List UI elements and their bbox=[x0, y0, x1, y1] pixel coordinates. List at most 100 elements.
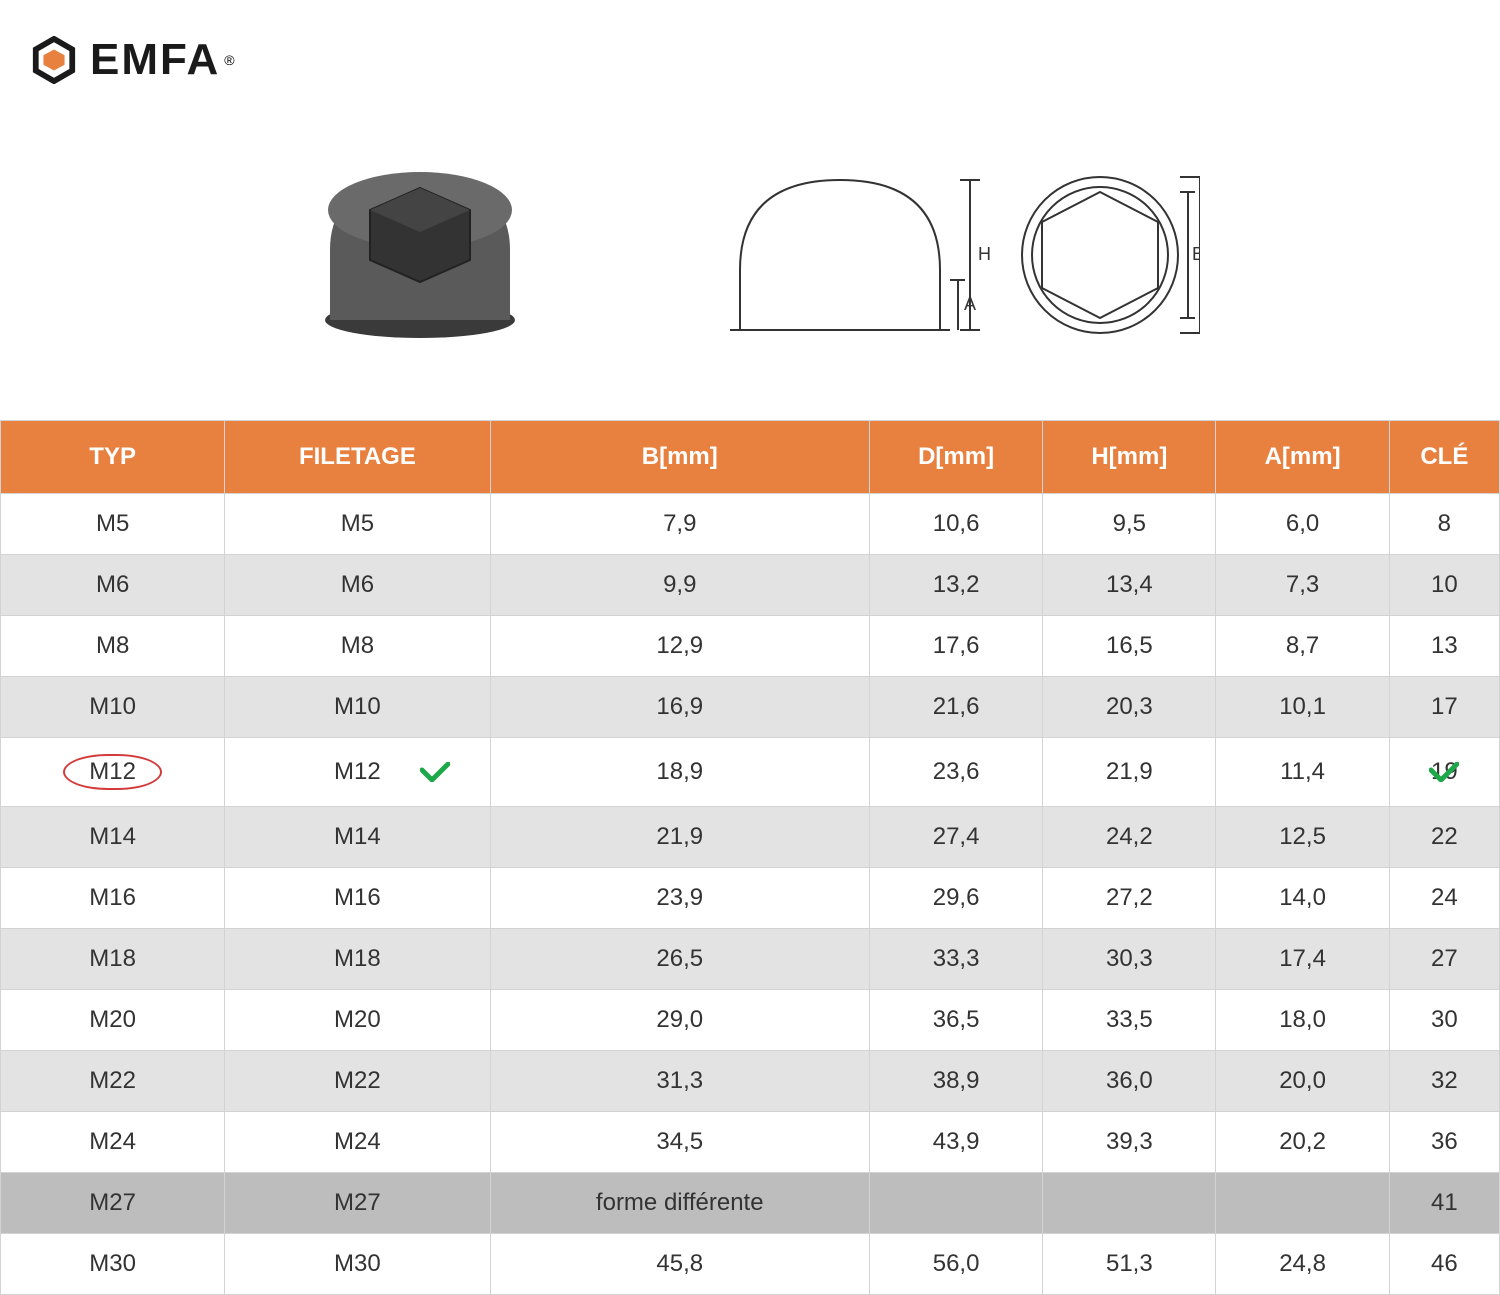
table-cell: M8 bbox=[1, 616, 225, 677]
dimension-diagram: H A B D bbox=[720, 150, 1200, 350]
table-cell: 10,6 bbox=[869, 494, 1042, 555]
table-row: M8M812,917,616,58,713 bbox=[1, 616, 1500, 677]
table-cell: 27 bbox=[1389, 929, 1499, 990]
table-cell: 8 bbox=[1389, 494, 1499, 555]
table-row: M22M2231,338,936,020,032 bbox=[1, 1051, 1500, 1112]
table-cell: 23,6 bbox=[869, 738, 1042, 807]
table-cell: M8 bbox=[225, 616, 490, 677]
table-cell: 24,2 bbox=[1043, 807, 1216, 868]
table-row: M18M1826,533,330,317,427 bbox=[1, 929, 1500, 990]
hexagon-icon bbox=[30, 36, 78, 84]
table-row: M6M69,913,213,47,310 bbox=[1, 555, 1500, 616]
table-cell: 21,6 bbox=[869, 677, 1042, 738]
table-row: M10M1016,921,620,310,117 bbox=[1, 677, 1500, 738]
table-cell: 16,5 bbox=[1043, 616, 1216, 677]
table-cell: 32 bbox=[1389, 1051, 1499, 1112]
svg-text:H: H bbox=[978, 244, 991, 264]
table-cell: 36,0 bbox=[1043, 1051, 1216, 1112]
table-cell: 13,2 bbox=[869, 555, 1042, 616]
table-cell: 29,6 bbox=[869, 868, 1042, 929]
table-cell: 17,6 bbox=[869, 616, 1042, 677]
table-cell: 7,3 bbox=[1216, 555, 1389, 616]
table-cell: M27 bbox=[1, 1173, 225, 1234]
table-cell: 13,4 bbox=[1043, 555, 1216, 616]
product-image bbox=[300, 150, 540, 350]
table-cell: 20,2 bbox=[1216, 1112, 1389, 1173]
table-cell: M10 bbox=[1, 677, 225, 738]
svg-text:A: A bbox=[964, 294, 976, 314]
table-cell: 11,4 bbox=[1216, 738, 1389, 807]
table-cell: 41 bbox=[1389, 1173, 1499, 1234]
table-cell: 9,5 bbox=[1043, 494, 1216, 555]
table-cell: 34,5 bbox=[490, 1112, 869, 1173]
table-cell: 30,3 bbox=[1043, 929, 1216, 990]
table-row: M5M57,910,69,56,08 bbox=[1, 494, 1500, 555]
table-row: M24M2434,543,939,320,236 bbox=[1, 1112, 1500, 1173]
check-icon bbox=[1429, 762, 1459, 782]
table-cell: M16 bbox=[225, 868, 490, 929]
table-cell: M14 bbox=[225, 807, 490, 868]
table-cell: 17 bbox=[1389, 677, 1499, 738]
col-header: B[mm] bbox=[490, 421, 869, 494]
table-cell: 10,1 bbox=[1216, 677, 1389, 738]
table-row: M12M1218,923,621,911,419 bbox=[1, 738, 1500, 807]
table-cell: 21,9 bbox=[1043, 738, 1216, 807]
table-cell: M5 bbox=[1, 494, 225, 555]
col-header: FILETAGE bbox=[225, 421, 490, 494]
registered-mark: ® bbox=[224, 52, 234, 68]
table-cell: 8,7 bbox=[1216, 616, 1389, 677]
table-cell: 36,5 bbox=[869, 990, 1042, 1051]
table-cell: 6,0 bbox=[1216, 494, 1389, 555]
dimensions-table: TYPFILETAGEB[mm]D[mm]H[mm]A[mm]CLÉ M5M57… bbox=[0, 420, 1500, 1295]
table-cell: 29,0 bbox=[490, 990, 869, 1051]
table-cell: M20 bbox=[1, 990, 225, 1051]
table-cell: 31,3 bbox=[490, 1051, 869, 1112]
table-row: M20M2029,036,533,518,030 bbox=[1, 990, 1500, 1051]
logo-text: EMFA bbox=[90, 35, 220, 85]
table-cell: M12 bbox=[1, 738, 225, 807]
table-cell: M27 bbox=[225, 1173, 490, 1234]
table-cell: 24 bbox=[1389, 868, 1499, 929]
table-cell: forme différente bbox=[490, 1173, 869, 1234]
table-cell: 10 bbox=[1389, 555, 1499, 616]
col-header: H[mm] bbox=[1043, 421, 1216, 494]
table-cell: 16,9 bbox=[490, 677, 869, 738]
table-cell: 43,9 bbox=[869, 1112, 1042, 1173]
table-cell: M24 bbox=[225, 1112, 490, 1173]
table-cell: 24,8 bbox=[1216, 1234, 1389, 1295]
table-cell: 45,8 bbox=[490, 1234, 869, 1295]
table-cell: M6 bbox=[225, 555, 490, 616]
table-cell: 36 bbox=[1389, 1112, 1499, 1173]
table-cell: 13 bbox=[1389, 616, 1499, 677]
table-row: M16M1623,929,627,214,024 bbox=[1, 868, 1500, 929]
table-cell: M24 bbox=[1, 1112, 225, 1173]
table-cell: 30 bbox=[1389, 990, 1499, 1051]
table-cell: 12,5 bbox=[1216, 807, 1389, 868]
table-cell bbox=[869, 1173, 1042, 1234]
table-cell bbox=[1043, 1173, 1216, 1234]
table-cell: 33,3 bbox=[869, 929, 1042, 990]
table-cell: M14 bbox=[1, 807, 225, 868]
table-cell: M6 bbox=[1, 555, 225, 616]
table-cell: M22 bbox=[1, 1051, 225, 1112]
table-row: M30M3045,856,051,324,846 bbox=[1, 1234, 1500, 1295]
check-icon bbox=[420, 762, 450, 782]
table-cell: 18,9 bbox=[490, 738, 869, 807]
table-cell: 20,3 bbox=[1043, 677, 1216, 738]
table-cell: M18 bbox=[225, 929, 490, 990]
col-header: A[mm] bbox=[1216, 421, 1389, 494]
table-cell: 21,9 bbox=[490, 807, 869, 868]
table-cell: 12,9 bbox=[490, 616, 869, 677]
table-cell: 26,5 bbox=[490, 929, 869, 990]
table-cell: M12 bbox=[225, 738, 490, 807]
table-cell: 39,3 bbox=[1043, 1112, 1216, 1173]
table-cell: 56,0 bbox=[869, 1234, 1042, 1295]
table-cell: 51,3 bbox=[1043, 1234, 1216, 1295]
col-header: TYP bbox=[1, 421, 225, 494]
table-cell: M18 bbox=[1, 929, 225, 990]
table-cell: 23,9 bbox=[490, 868, 869, 929]
table-cell: 27,2 bbox=[1043, 868, 1216, 929]
table-cell: 20,0 bbox=[1216, 1051, 1389, 1112]
svg-text:B: B bbox=[1192, 244, 1200, 264]
table-cell bbox=[1216, 1173, 1389, 1234]
